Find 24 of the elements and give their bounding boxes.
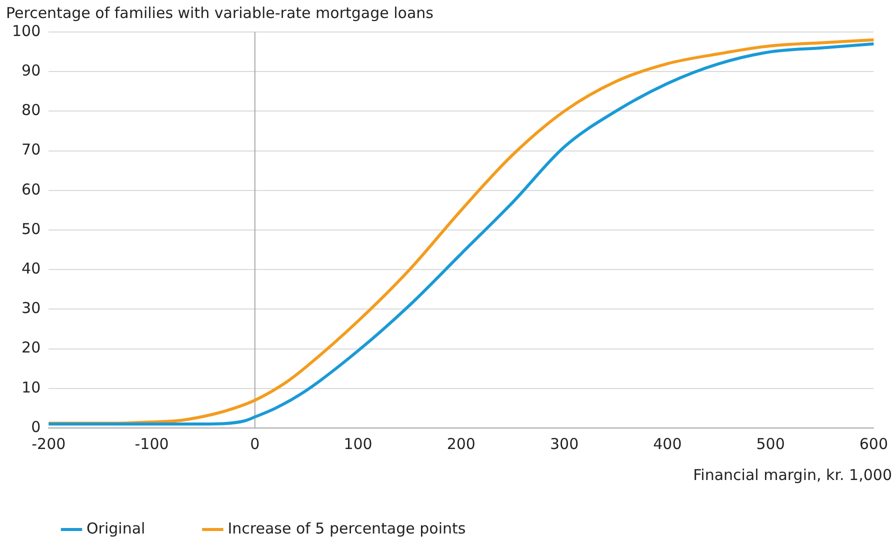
y-tick-label: 90 [22,61,41,80]
x-tick-label: -200 [32,434,66,453]
x-tick-label: 500 [756,434,785,453]
y-tick-label: 0 [31,418,41,436]
y-tick-label: 80 [22,101,41,120]
x-tick-label: 400 [653,434,682,453]
x-tick-label: 100 [344,434,372,453]
y-tick-label: 100 [12,22,41,40]
x-tick-label: 300 [550,434,579,453]
x-tick-label: 0 [250,434,260,453]
y-axis-title: Percentage of families with variable-rate mortgage loans [6,4,434,22]
x-tick-label: -100 [134,434,169,453]
y-tick-label: 20 [22,338,41,357]
y-tick-label: 10 [22,378,41,396]
y-tick-label: 40 [22,259,41,278]
y-tick-label: 70 [22,140,41,159]
x-tick-label: 200 [446,434,476,453]
y-tick-label: 50 [22,220,41,238]
legend-label: Increase of 5 percentage points [228,519,466,538]
x-tick-label: 600 [859,434,888,453]
y-tick-label: 30 [22,299,41,318]
legend-label: Original [86,519,146,538]
y-tick-label: 60 [22,180,41,198]
x-axis-title: Financial margin, kr. 1,000 [693,466,892,484]
